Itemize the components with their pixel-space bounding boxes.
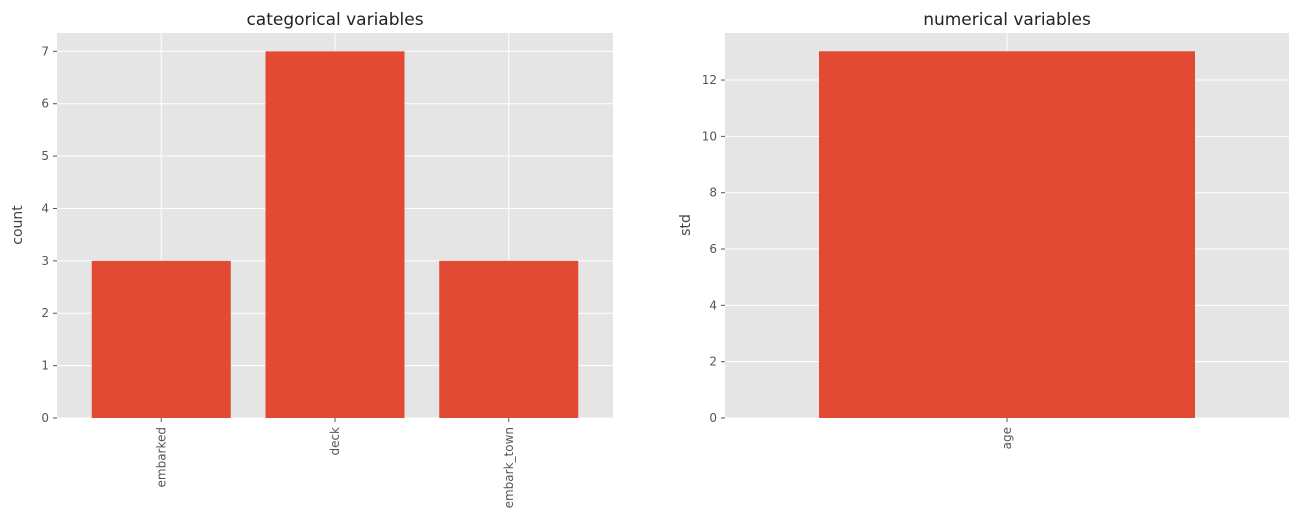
yticks-numerical: 0 2 4 6 8 10 12 <box>702 73 725 425</box>
y-tick-label: 3 <box>41 254 49 268</box>
bar-age <box>819 51 1195 418</box>
y-axis-label-categorical: count <box>10 205 26 245</box>
x-tick-label: embarked <box>154 427 168 488</box>
chart-title-categorical: categorical variables <box>246 10 423 30</box>
y-tick-label: 10 <box>702 129 717 143</box>
xticks-numerical: age <box>1000 418 1014 449</box>
xticks-categorical: embarked deck embark_town <box>154 418 516 508</box>
bar-embark_town <box>439 260 579 418</box>
y-tick-label: 0 <box>709 411 717 425</box>
x-tick-label: embark_town <box>502 427 516 508</box>
y-tick-label: 1 <box>41 359 49 373</box>
bars-numerical <box>819 51 1195 418</box>
y-axis-label-numerical: std <box>678 214 694 236</box>
y-tick-label: 2 <box>41 306 49 320</box>
y-tick-label: 12 <box>702 73 717 87</box>
y-tick-label: 2 <box>709 355 717 369</box>
y-tick-label: 6 <box>709 242 717 256</box>
y-tick-label: 5 <box>41 149 49 163</box>
chart-categorical: 0 1 2 3 4 5 6 7 embarked deck embark_town categor… <box>10 10 613 508</box>
x-tick-label: deck <box>328 427 342 456</box>
bars-categorical <box>91 51 579 418</box>
y-tick-label: 4 <box>41 201 49 215</box>
y-tick-label: 0 <box>41 411 49 425</box>
chart-title-numerical: numerical variables <box>923 10 1091 30</box>
y-tick-label: 8 <box>709 186 717 200</box>
y-tick-label: 7 <box>41 44 49 58</box>
y-tick-label: 4 <box>709 298 717 312</box>
x-tick-label: age <box>1000 427 1014 449</box>
y-tick-label: 6 <box>41 97 49 111</box>
chart-numerical: 0 2 4 6 8 10 12 age numerical variables std <box>678 10 1289 449</box>
bar-deck <box>265 51 405 418</box>
bar-embarked <box>91 260 231 418</box>
yticks-categorical: 0 1 2 3 4 5 6 7 <box>41 44 57 425</box>
